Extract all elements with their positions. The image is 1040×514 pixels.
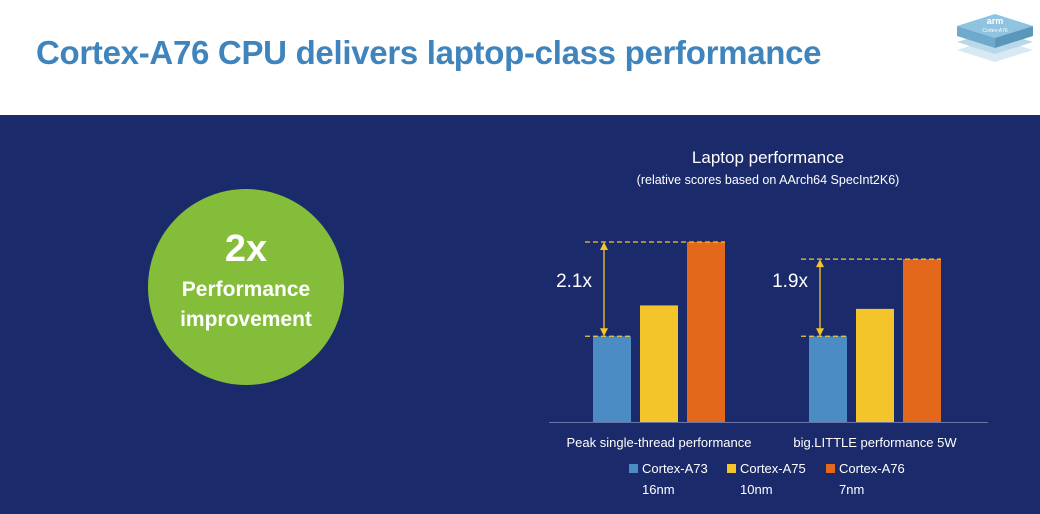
legend-label-2: Cortex-A75 xyxy=(740,461,806,476)
bar-1-2 xyxy=(640,305,678,422)
header: Cortex-A76 CPU delivers laptop-class per… xyxy=(0,0,1040,115)
legend-swatch-2 xyxy=(727,464,736,473)
arm-cortex-logo-icon: arm Cortex-A76 xyxy=(957,14,1033,62)
bar-2-3 xyxy=(903,259,941,422)
arrow-head-up-2 xyxy=(816,259,824,268)
legend-label-1: Cortex-A73 xyxy=(642,461,708,476)
legend-label-3: Cortex-A76 xyxy=(839,461,905,476)
bar-2-1 xyxy=(809,336,847,422)
legend-swatch-3 xyxy=(826,464,835,473)
chart-subtitle: (relative scores based on AArch64 SpecIn… xyxy=(637,173,900,187)
page-title: Cortex-A76 CPU delivers laptop-class per… xyxy=(36,34,822,71)
legend-sublabel-2: 10nm xyxy=(740,482,773,497)
logo-subtext: Cortex-A76 xyxy=(982,28,1008,34)
arrow-head-down-2 xyxy=(816,328,824,337)
bar-1-1 xyxy=(593,336,631,422)
callout-label: Performance improvement xyxy=(180,278,312,331)
callout-value: 2x xyxy=(224,228,268,270)
legend-sublabel-1: 16nm xyxy=(642,482,675,497)
legend-swatch-1 xyxy=(629,464,638,473)
arrow-head-down-1 xyxy=(600,328,608,337)
performance-callout: 2x Performance improvement xyxy=(148,189,344,385)
annotation-label-2: 1.9x xyxy=(772,271,808,292)
bar-2-2 xyxy=(856,308,894,422)
category-label-2: big.LITTLE performance 5W xyxy=(793,435,957,450)
chart-title: Laptop performance xyxy=(692,148,844,167)
category-label-1: Peak single-thread performance xyxy=(567,435,752,450)
logo-text: arm xyxy=(987,16,1004,26)
annotation-label-1: 2.1x xyxy=(556,271,592,292)
arrow-head-up-1 xyxy=(600,242,608,250)
bar-1-3 xyxy=(687,242,725,422)
legend-sublabel-3: 7nm xyxy=(839,482,864,497)
